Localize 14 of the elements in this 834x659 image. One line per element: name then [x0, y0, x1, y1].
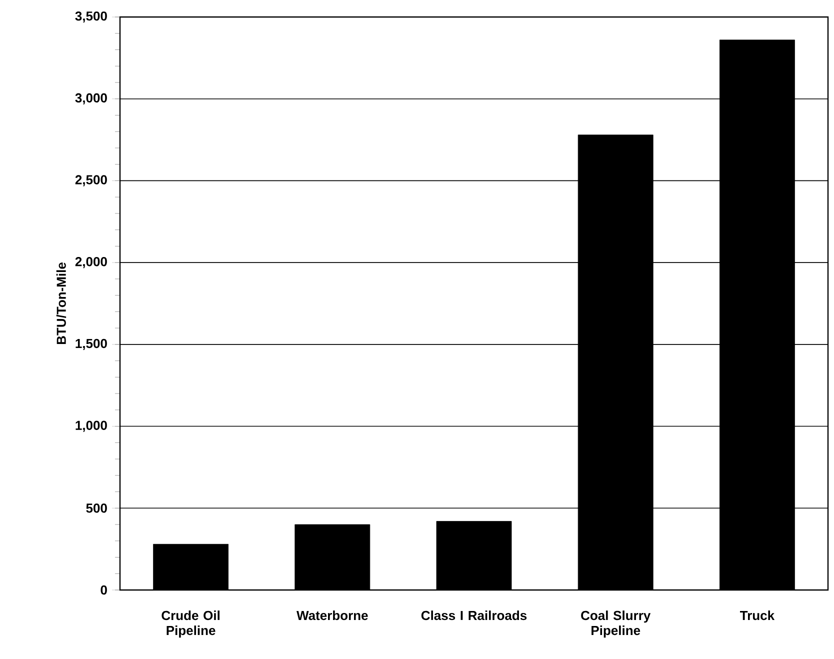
y-axis-title: BTU/Ton-Mile	[56, 262, 66, 344]
y-tick-label: 1,500	[76, 338, 107, 350]
x-tick-label: Truck	[740, 610, 775, 620]
y-tick-label: 2,000	[75, 257, 107, 268]
x-tick-label: Waterborne	[296, 610, 368, 620]
y-tick-label: 3,000	[75, 93, 107, 104]
x-tick-label: Class I Railroads	[421, 610, 527, 620]
y-tick-label: 0	[100, 585, 107, 595]
y-tick-label: 3,500	[75, 11, 107, 23]
y-tick-label: 1,000	[76, 420, 107, 432]
y-tick-label: 500	[86, 504, 107, 513]
x-tick-label: Crude Oil Pipeline	[162, 610, 220, 638]
y-tick-label: 2,500	[75, 175, 107, 186]
x-tick-label: Coal Slurry Pipeline	[581, 610, 651, 638]
